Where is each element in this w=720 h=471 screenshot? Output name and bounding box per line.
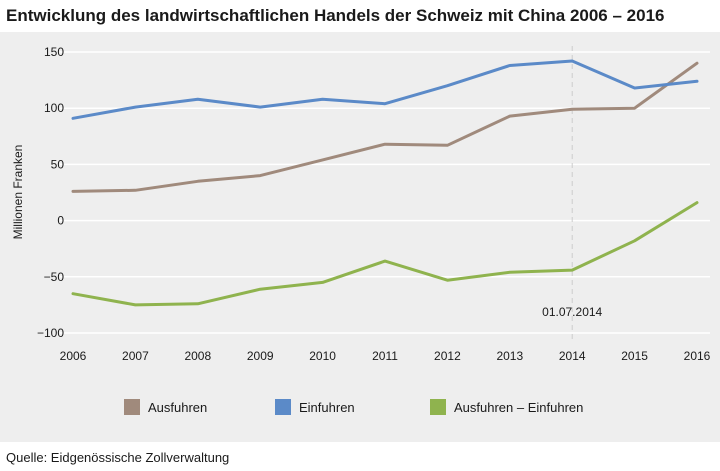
x-axis-ticks: 2006 2007 2008 2009 2010 2011 2012 2013 2014 2015… <box>60 349 711 363</box>
grid-lines <box>60 51 710 334</box>
y-tick-label: 150 <box>44 45 64 59</box>
x-tick-label: 2016 <box>684 349 711 363</box>
y-tick-label: 50 <box>51 157 65 171</box>
x-tick-label: 2010 <box>309 349 336 363</box>
annotation: 01.07.2014 <box>542 46 603 340</box>
x-tick-label: 2012 <box>434 349 461 363</box>
y-axis-ticks: 150 100 50 0 −50 −100 <box>37 45 64 340</box>
y-tick-label: 0 <box>57 214 64 228</box>
legend-swatch <box>124 399 140 415</box>
chart-panel <box>0 32 720 442</box>
y-tick-label: −50 <box>44 270 65 284</box>
x-tick-label: 2009 <box>247 349 274 363</box>
x-tick-label: 2014 <box>559 349 586 363</box>
source-note: Quelle: Eidgenössische Zollverwaltung <box>6 450 230 465</box>
x-tick-label: 2015 <box>621 349 648 363</box>
series-line <box>71 201 699 307</box>
series-lines <box>71 59 699 307</box>
legend-label: Ausfuhren <box>148 400 207 415</box>
x-tick-label: 2013 <box>496 349 523 363</box>
x-tick-label: 2008 <box>184 349 211 363</box>
legend-label: Einfuhren <box>299 400 355 415</box>
series-line <box>71 61 699 193</box>
legend-label: Ausfuhren – Einfuhren <box>454 400 583 415</box>
series-line <box>71 59 699 120</box>
y-tick-label: −100 <box>37 326 64 340</box>
x-tick-label: 2011 <box>372 349 398 363</box>
legend: Ausfuhren Einfuhren Ausfuhren – Einfuhren <box>124 399 583 415</box>
annotation-label: 01.07.2014 <box>542 305 602 319</box>
y-axis-label: Millionen Franken <box>11 145 25 240</box>
x-tick-label: 2007 <box>122 349 149 363</box>
legend-swatch <box>430 399 446 415</box>
chart-title: Entwicklung des landwirtschaftlichen Han… <box>6 6 665 25</box>
y-tick-label: 100 <box>44 101 64 115</box>
legend-swatch <box>275 399 291 415</box>
x-tick-label: 2006 <box>60 349 87 363</box>
